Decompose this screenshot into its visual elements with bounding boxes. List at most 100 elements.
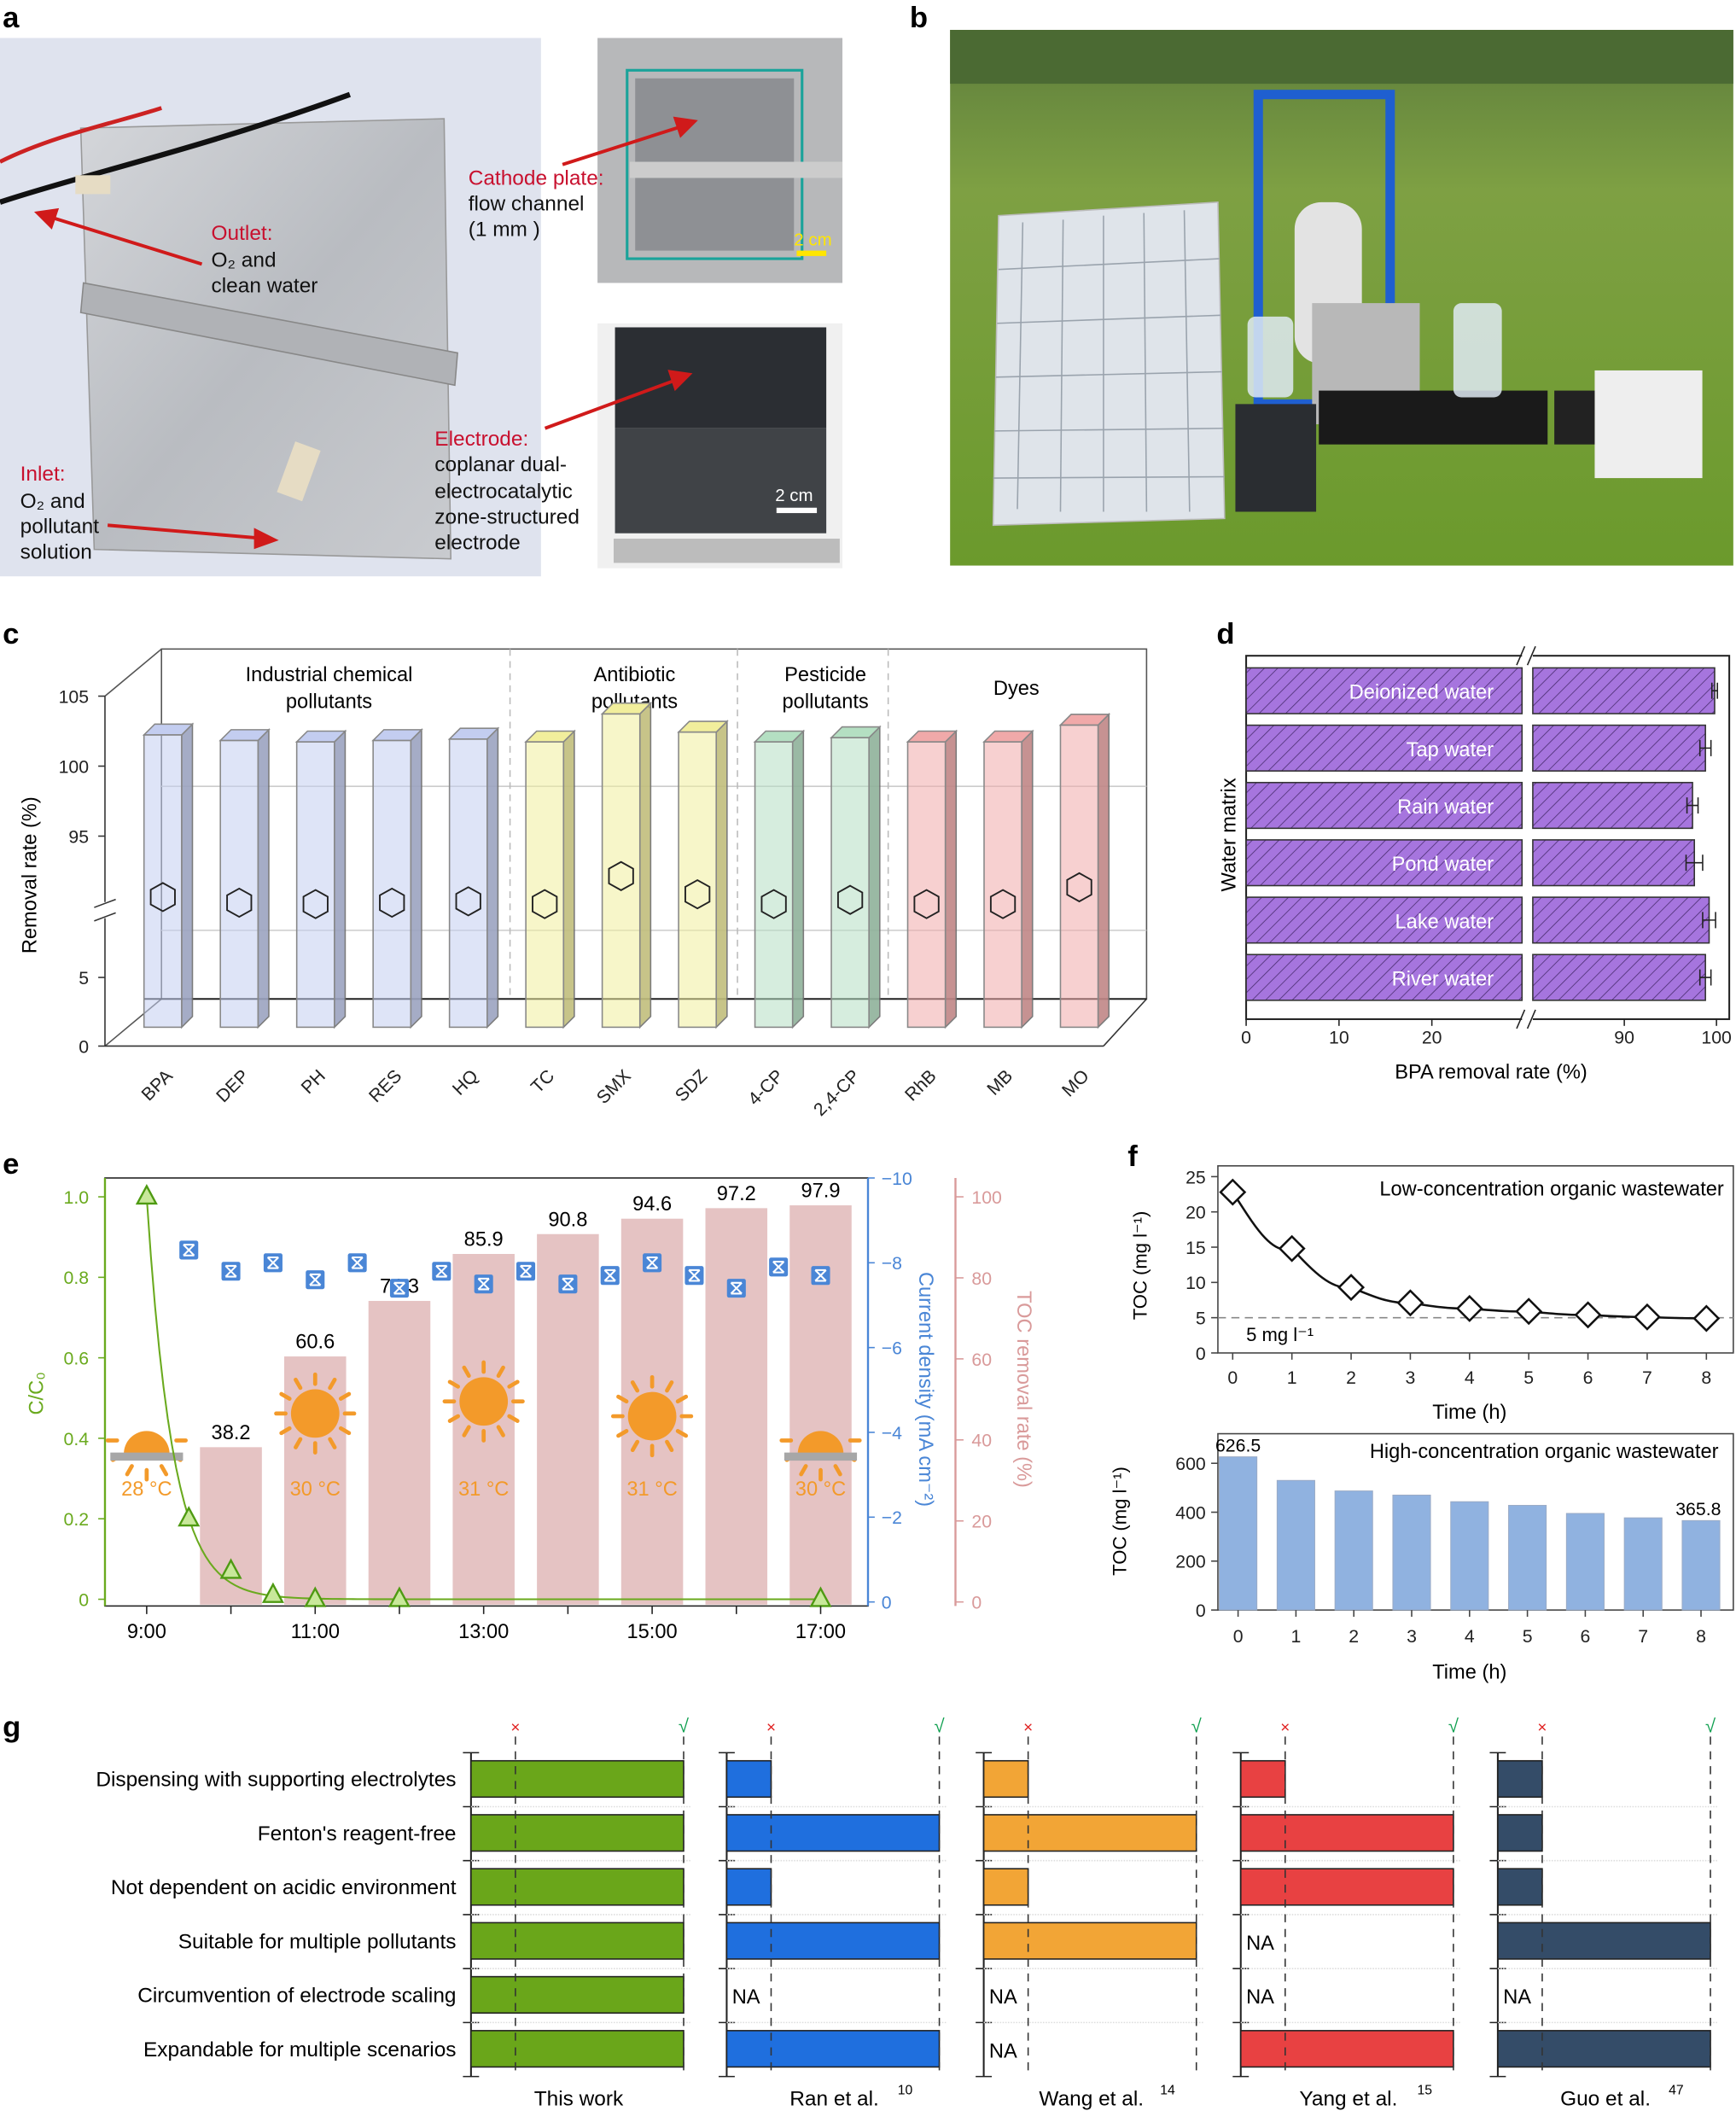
study-wang-et-al: NA NA × √ Wang et al. 14: [976, 1716, 1205, 2110]
bar-RES: [371, 727, 423, 1029]
axis-break-mark: [94, 898, 116, 922]
cathode-line: (1 mm ): [469, 218, 540, 241]
current-density-point: [726, 1279, 746, 1298]
bar-yes: [470, 1868, 684, 1906]
y-tick-label: 25: [1185, 1167, 1206, 1187]
outlet-line: O₂ and: [212, 249, 277, 272]
left-tick-label: 1.0: [64, 1187, 90, 1208]
x-tick-label: RhB: [901, 1065, 941, 1105]
sun-ray: [294, 1377, 303, 1391]
c-c0-curve: [145, 1196, 821, 1601]
bar-side: [638, 701, 652, 1029]
x-tick-label: BPA: [137, 1065, 178, 1105]
sun-ray: [616, 1429, 629, 1438]
study-label: Yang et al.: [1299, 2087, 1397, 2110]
sun-ray: [665, 1439, 674, 1453]
chart-removal-rate-pollutants: 0 5 95 100 105 Industrial chemical pollutants A…: [59, 648, 1148, 1120]
bar-right-segment: [1532, 667, 1716, 714]
na-label: NA: [1246, 1933, 1274, 1955]
threshold-label: 5 mg l⁻¹: [1246, 1324, 1314, 1345]
marker-cross: [266, 1256, 279, 1269]
toc-bar: [1623, 1517, 1663, 1611]
cross-mark-icon: ×: [1023, 1719, 1033, 1737]
x-tick-label: 0: [1227, 1367, 1238, 1388]
bar-yes: [1239, 1814, 1454, 1852]
sun-ray: [447, 1379, 461, 1389]
x-tick-label: PH: [297, 1065, 329, 1098]
bar-label: Lake water: [1395, 911, 1494, 933]
c-c0-point: [178, 1506, 201, 1527]
x-tick-label: 8: [1701, 1367, 1711, 1388]
x-tick-label: 3: [1406, 1367, 1416, 1388]
bar-front: [295, 741, 335, 1029]
marker-cross: [477, 1277, 490, 1291]
bar-rain-water: [1245, 781, 1699, 830]
sun-ray: [462, 1365, 471, 1379]
bar-no: [1497, 1814, 1543, 1852]
study-label: Guo et al.: [1560, 2087, 1651, 2110]
bar-right-segment: [1532, 953, 1706, 1001]
chart-solar-operation: 38.260.674.385.990.894.697.297.928 °C30 …: [64, 1169, 1002, 1643]
current-density-point: [684, 1266, 704, 1286]
criterion-label: Expandable for multiple scenarios: [143, 2038, 457, 2061]
current-density-point: [179, 1240, 199, 1260]
sun-icon: [274, 1372, 357, 1455]
bar-label: Pond water: [1392, 854, 1494, 876]
sun-ray: [328, 1377, 337, 1391]
x-tick-label: 6: [1583, 1367, 1593, 1388]
photo-cathode-plate: [597, 38, 843, 283]
bar-yes: [470, 1814, 684, 1852]
marker-cross: [730, 1281, 743, 1295]
error-bar: [1685, 854, 1704, 872]
left-tick-label: 0.4: [64, 1429, 90, 1449]
sun-icon: [442, 1360, 525, 1443]
electrode-title: Electrode:: [434, 428, 528, 451]
panel-label-g: g: [3, 1711, 20, 1743]
inlet-line: solution: [20, 541, 92, 564]
marker-cross: [603, 1268, 616, 1282]
bar-deionized-water: [1245, 667, 1719, 714]
y-tick-label: 0: [79, 1036, 89, 1057]
na-label: NA: [1503, 1986, 1531, 2009]
reference-superscript: 15: [1417, 2084, 1432, 2098]
criterion-label: Suitable for multiple pollutants: [178, 1930, 457, 1953]
sun-ray: [630, 1380, 640, 1393]
sun-ray: [279, 1426, 292, 1436]
group-label: Antibiotic: [593, 664, 675, 686]
molecule-structure-icon: [1066, 872, 1092, 903]
sun-ray: [799, 1464, 808, 1477]
x-tick-label: SMX: [592, 1065, 635, 1108]
c-c0-point: [261, 1582, 284, 1603]
sun-horizon-icon: [779, 1431, 862, 1482]
d-x-axis-label: BPA removal rate (%): [1395, 1061, 1587, 1083]
current-density-point: [263, 1253, 283, 1273]
study-label: Wang et al.: [1039, 2087, 1144, 2110]
cross-mark-icon: ×: [1280, 1719, 1290, 1737]
toc-bar: [368, 1301, 431, 1605]
marker-cross: [309, 1273, 322, 1286]
toc-tick-label: 40: [971, 1431, 992, 1451]
bar-MB: [982, 729, 1034, 1029]
inlet-line: pollutant: [20, 516, 100, 539]
current-tick-label: −4: [882, 1423, 902, 1443]
x-tick-label: 2: [1346, 1367, 1356, 1388]
x-tick-label: RES: [364, 1065, 405, 1106]
frame-edge: [1103, 998, 1147, 1047]
molecule-structure-icon: [302, 889, 329, 919]
data-point: [1633, 1303, 1661, 1331]
bar-no: [725, 1759, 772, 1799]
bar-left-segment: [1245, 839, 1523, 887]
data-point: [1692, 1304, 1721, 1332]
current-tick-label: −10: [882, 1169, 912, 1189]
bar-no: [1497, 1759, 1543, 1799]
photo-field-setup: [950, 30, 1733, 566]
x-tick-label: 7: [1638, 1626, 1648, 1647]
bar-front: [906, 741, 947, 1029]
sun-ray: [496, 1365, 505, 1379]
cross-mark-icon: ×: [1537, 1719, 1547, 1737]
x-tick-label: 4: [1465, 1367, 1475, 1388]
bar-label: River water: [1392, 969, 1494, 991]
x-tick-label: 1: [1290, 1626, 1301, 1647]
toc-bar: [1565, 1513, 1605, 1611]
toc-bar-label: 60.6: [295, 1332, 335, 1354]
